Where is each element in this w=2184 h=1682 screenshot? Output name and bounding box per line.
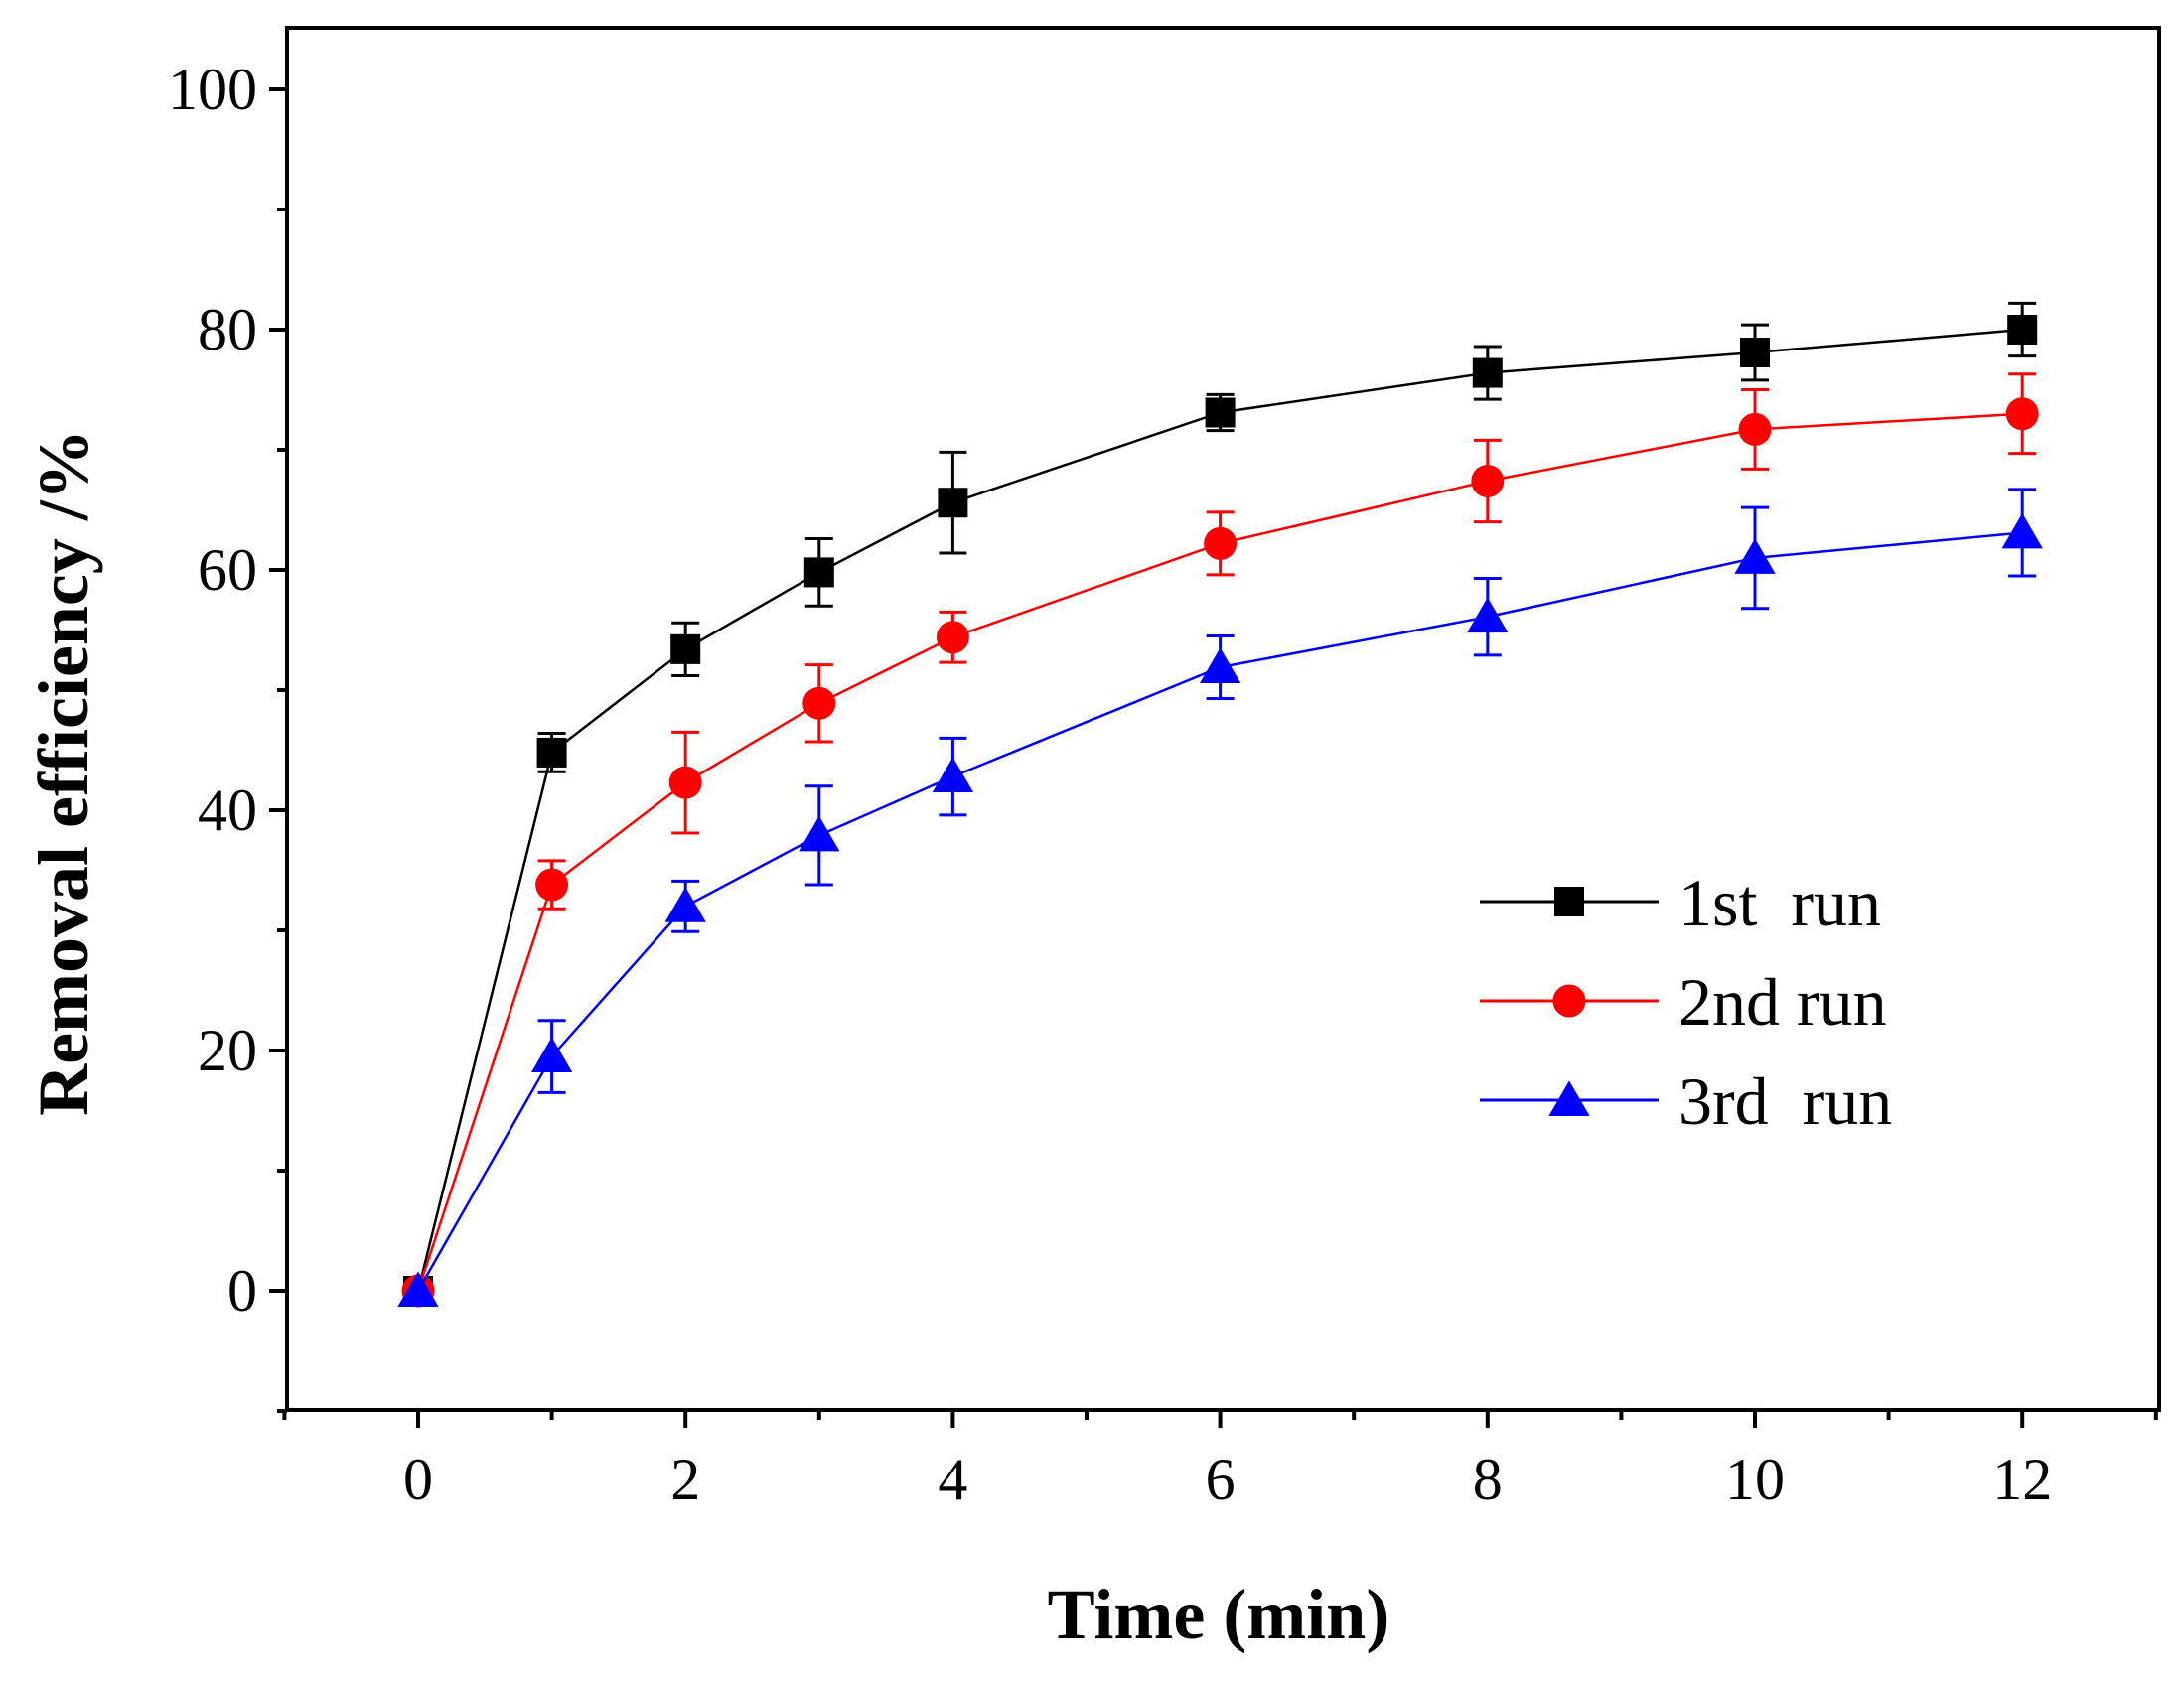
data-point <box>1734 538 1776 574</box>
series-line-1 <box>416 328 2023 1292</box>
data-point <box>1738 412 1772 446</box>
data-point <box>1740 337 1770 367</box>
x-tick-label-12: 12 <box>1992 1447 2052 1512</box>
data-point <box>932 757 974 793</box>
data-point <box>535 868 569 902</box>
legend-item-3: 3rd run <box>1480 1063 1892 1139</box>
legend-marker <box>1554 887 1584 916</box>
data-point <box>1199 647 1241 683</box>
x-tick-label-6: 6 <box>1206 1447 1236 1512</box>
series-3 <box>397 488 2043 1307</box>
y-tick-label-20: 20 <box>198 1018 257 1083</box>
x-tick-label-10: 10 <box>1725 1447 1785 1512</box>
data-point <box>664 887 706 922</box>
y-tick-label-40: 40 <box>198 777 257 843</box>
legend-item-2: 2nd run <box>1480 964 1887 1040</box>
series-2 <box>401 372 2039 1308</box>
data-point <box>2005 397 2039 431</box>
data-point <box>802 686 836 720</box>
y-tick-label-80: 80 <box>198 297 257 362</box>
x-tick-label-0: 0 <box>403 1447 433 1512</box>
data-point <box>668 766 702 799</box>
series-layer <box>397 301 2043 1308</box>
legend: 1st run 2nd run 3rd run <box>1480 865 1892 1139</box>
data-point <box>397 1271 439 1307</box>
x-tick-label-8: 8 <box>1473 1447 1503 1512</box>
y-axis-title: Removal efficiency /% <box>24 429 103 1116</box>
data-point <box>1472 357 1503 388</box>
legend-label: 2nd run <box>1678 964 1887 1040</box>
legend-marker <box>1552 984 1586 1018</box>
x-axis-title: Time (min) <box>1048 1575 1390 1654</box>
legend-label: 1st run <box>1678 865 1881 940</box>
y-tick-label-60: 60 <box>198 537 257 603</box>
x-tick-label-4: 4 <box>938 1447 967 1512</box>
data-point <box>1467 597 1509 633</box>
axes: 0 20 40 60 80 100 0 2 4 6 8 10 12 <box>168 26 2161 1512</box>
data-point <box>530 1037 573 1072</box>
data-point <box>2001 512 2043 549</box>
data-point <box>2007 315 2038 345</box>
data-point <box>803 557 834 588</box>
data-point <box>536 737 567 768</box>
x-tick-label-2: 2 <box>670 1447 700 1512</box>
legend-marker <box>1548 1080 1590 1116</box>
data-point <box>938 488 968 518</box>
legend-item-1: 1st run <box>1480 865 1881 940</box>
y-tick-label-100: 100 <box>168 57 257 122</box>
y-tick-label-0: 0 <box>227 1258 257 1324</box>
series-1 <box>403 301 2038 1306</box>
data-point <box>799 815 840 852</box>
data-point <box>1205 397 1236 428</box>
legend-label: 3rd run <box>1678 1063 1892 1139</box>
data-point <box>936 621 969 654</box>
data-point <box>670 633 701 664</box>
data-point <box>1471 464 1505 497</box>
plot-frame <box>285 26 2161 1412</box>
data-point <box>1204 526 1238 560</box>
